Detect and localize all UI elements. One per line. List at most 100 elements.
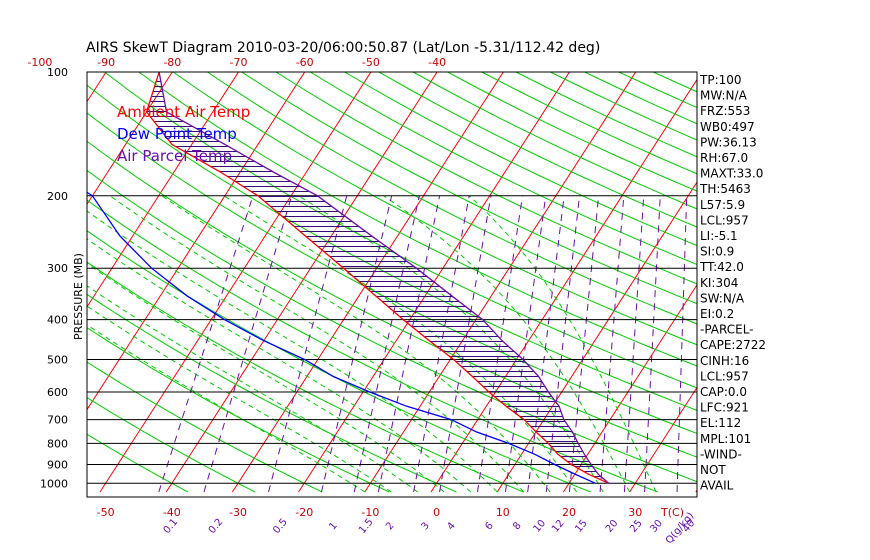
isotherm-line: [496, 181, 697, 493]
stability-index-label: NOT: [700, 463, 726, 477]
bottom-temp-tick-label: 30: [628, 506, 642, 519]
pressure-tick-label: 800: [47, 437, 68, 450]
stability-index-label: SI:0.9: [700, 245, 734, 259]
bottom-temp-tick-label: -30: [229, 506, 247, 519]
mixing-ratio-tick-label: 4: [445, 520, 458, 532]
dry-adiabat-line: [447, 72, 697, 192]
dry-adiabat-line: [275, 72, 697, 285]
mixing-ratio-line: [644, 195, 661, 493]
y-axis-label: PRESSURE (MB): [72, 253, 85, 340]
moist-adiabat-line: [109, 195, 525, 493]
pressure-tick-label: 600: [47, 386, 68, 399]
dry-adiabat-line: [87, 230, 591, 493]
stability-index-label: RH:67.0: [700, 151, 748, 165]
pressure-tick-label: 1000: [40, 477, 68, 490]
mixing-ratio-tick-label: 0.2: [207, 517, 226, 536]
dry-adiabat-line: [87, 361, 323, 493]
dry-adiabat-line: [87, 199, 658, 493]
pressure-tick-label: 400: [47, 314, 68, 327]
moist-adiabat-line: [383, 195, 631, 493]
moist-adiabat-line: [87, 305, 392, 493]
stability-index-label: LFC:921: [700, 401, 749, 415]
isotherm-line: [762, 53, 870, 492]
dry-adiabat-line: [87, 112, 697, 435]
stability-index-label: EI:0.2: [700, 307, 734, 321]
bottom-temp-tick-label: 20: [562, 506, 576, 519]
stability-index-label: LCL:957: [700, 369, 749, 383]
moist-adiabat-line: [298, 195, 604, 493]
stability-index-label: CAP:0.0: [700, 385, 747, 399]
dry-adiabat-line: [481, 72, 697, 175]
mixing-ratio-line: [377, 195, 441, 493]
plot-frame: [86, 71, 698, 498]
isotherm-line: [87, 72, 173, 206]
isotherm-line: [87, 72, 240, 308]
isotherm-line: [87, 72, 306, 411]
bottom-temp-tick-label: 0: [433, 506, 440, 519]
mixing-ratio-tick-label: 25: [628, 518, 645, 535]
mixing-ratio-line: [320, 195, 393, 493]
bottom-temp-tick-label: -20: [295, 506, 313, 519]
stability-index-label: LCL:957: [700, 213, 749, 227]
moist-adiabat-line: [468, 195, 657, 493]
bottom-temp-tick-label: 10: [496, 506, 510, 519]
isotherm-line: [629, 386, 697, 493]
mixing-ratio-line: [545, 195, 580, 493]
stability-index-label: MAXT:33.0: [700, 167, 763, 181]
dry-adiabat-line: [172, 72, 697, 346]
pressure-tick-label: 700: [47, 414, 68, 427]
series-line-ambient-air-temp: [145, 72, 609, 484]
mixing-ratio-tick-label: 20: [604, 518, 621, 535]
pressure-tick-label: 300: [47, 262, 68, 275]
top-temp-tick-label: -100: [27, 56, 52, 69]
stability-index-label: PW:36.13: [700, 135, 757, 149]
bottom-temp-tick-label: -50: [97, 506, 115, 519]
mixing-ratio-line: [623, 195, 645, 493]
mixing-ratio-tick-label: 15: [573, 518, 590, 535]
mixing-ratio-tick-label: 12: [550, 518, 567, 535]
top-temp-tick-label: -60: [296, 56, 314, 69]
dry-adiabat-line: [310, 72, 697, 266]
mixing-ratio-tick-label: 10: [531, 518, 548, 535]
mixing-ratio-line: [527, 195, 565, 493]
top-temp-tick-label: -80: [163, 56, 181, 69]
stability-index-label: KI:304: [700, 276, 738, 290]
dry-adiabat-line: [138, 72, 697, 367]
top-temp-tick-label: -50: [362, 56, 380, 69]
top-temp-tick-label: -90: [97, 56, 115, 69]
mixing-ratio-line: [504, 195, 547, 493]
dry-adiabat-line: [87, 261, 524, 493]
chart-title: AIRS SkewT Diagram 2010-03-20/06:00:50.8…: [86, 40, 600, 56]
pressure-tick-label: 200: [47, 190, 68, 203]
dry-adiabat-line: [412, 72, 697, 210]
moist-adiabat-line: [161, 195, 551, 493]
series-line-air-parcel-temp: [158, 72, 610, 484]
moist-adiabat-line: [223, 195, 578, 493]
stability-index-label: MW:N/A: [700, 89, 748, 103]
bottom-temp-tick-label: -40: [163, 506, 181, 519]
stability-index-label: SW:N/A: [700, 291, 745, 305]
top-temp-tick-label: -70: [230, 56, 248, 69]
isotherm-line: [562, 283, 697, 493]
mixing-ratio-line: [676, 195, 688, 493]
mixing-ratio-line: [158, 195, 254, 493]
stability-index-label: EL:112: [700, 416, 741, 430]
stability-index-label: TP:100: [699, 73, 742, 87]
series-line-dew-point-temp: [87, 191, 596, 484]
isotherm-line: [298, 72, 571, 493]
dry-adiabat-line: [87, 433, 189, 493]
mixing-ratio-tick-label: 6: [483, 520, 496, 532]
stability-index-label: -WIND-: [700, 447, 742, 461]
stability-index-label: -PARCEL-: [700, 323, 754, 337]
mixing-ratio-line: [353, 195, 420, 493]
moist-adiabat-line: [87, 324, 366, 493]
moist-adiabat-line: [87, 210, 498, 493]
mixing-ratio-line: [568, 195, 600, 493]
dry-adiabat-line: [344, 72, 697, 247]
mixing-ratio-tick-label: 8: [511, 520, 524, 532]
pressure-tick-label: 500: [47, 353, 68, 366]
stability-index-label: L57:5.9: [700, 198, 745, 212]
dry-adiabat-line: [87, 327, 390, 493]
moist-adiabat-line: [87, 262, 445, 493]
